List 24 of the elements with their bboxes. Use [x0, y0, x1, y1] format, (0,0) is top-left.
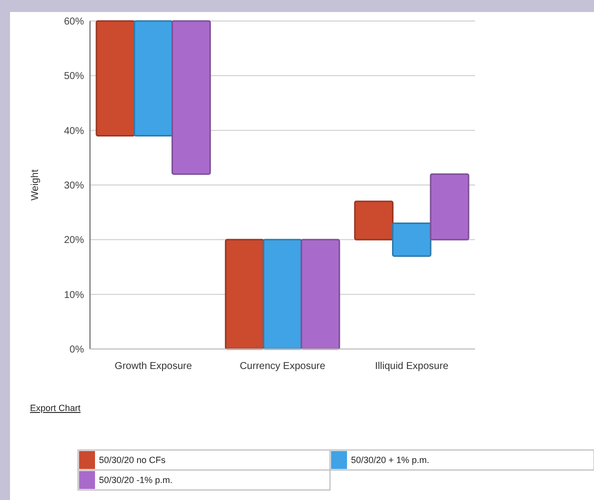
- bar: [134, 20, 174, 137]
- y-tick-label: 0%: [70, 344, 84, 356]
- x-tick-label: Growth Exposure: [114, 361, 192, 372]
- text: Export Chart: [30, 403, 82, 413]
- y-tick-label: 30%: [64, 180, 84, 192]
- y-tick-label: 10%: [64, 290, 84, 301]
- y-tick-label: 40%: [64, 126, 84, 137]
- x-tick-label: Illiquid Exposure: [375, 361, 449, 372]
- legend-label: 50/30/20 no CFs: [99, 455, 166, 466]
- bar: [300, 238, 340, 350]
- bar: [262, 238, 302, 350]
- y-tick-label: 50%: [64, 71, 84, 82]
- bar: [354, 200, 394, 240]
- bar: [392, 222, 432, 257]
- y-tick-label: 20%: [64, 235, 84, 246]
- legend-label: 50/30/20 + 1% p.m.: [351, 455, 430, 466]
- x-tick-label: Currency Exposure: [240, 361, 326, 372]
- bar: [172, 20, 211, 175]
- y-axis-title: Weight: [30, 169, 41, 200]
- bar: [96, 20, 136, 137]
- bar: [224, 238, 264, 350]
- y-tick-label: 60%: [64, 16, 84, 28]
- bar: [430, 173, 470, 240]
- legend-label: 50/30/20 -1% p.m.: [99, 475, 173, 486]
